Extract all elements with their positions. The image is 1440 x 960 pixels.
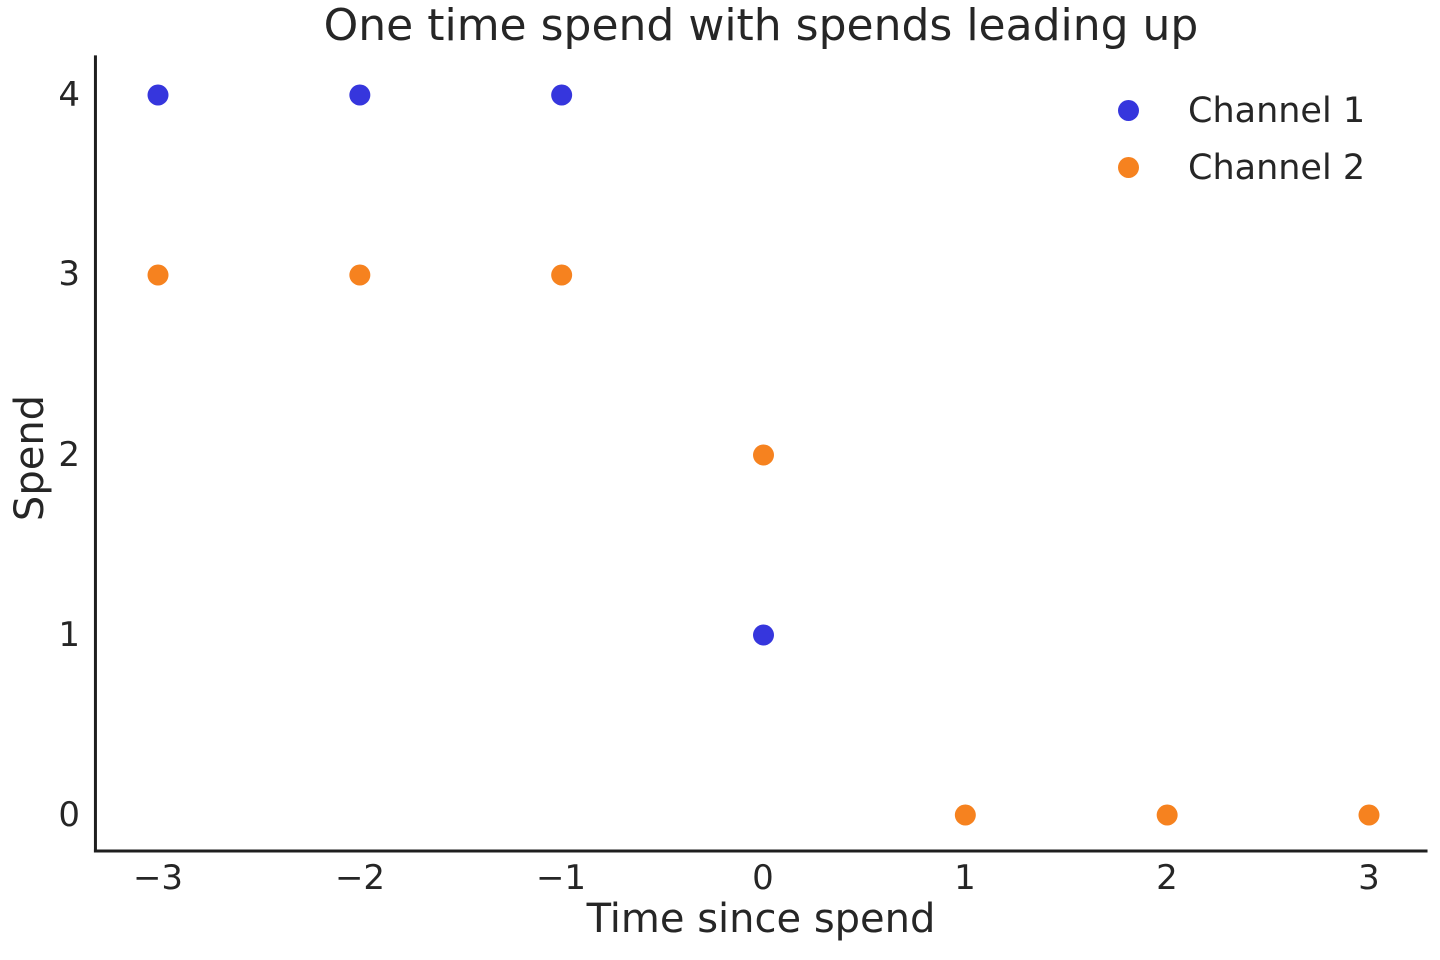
data-point bbox=[954, 804, 976, 826]
x-tick-label: −3 bbox=[132, 858, 184, 898]
legend: Channel 1 Channel 2 bbox=[1118, 82, 1365, 196]
channel-1-marker-icon bbox=[1118, 100, 1139, 121]
data-point bbox=[147, 84, 169, 106]
x-tick-label: 1 bbox=[954, 858, 976, 898]
x-tick-label: −2 bbox=[334, 858, 386, 898]
legend-label: Channel 2 bbox=[1188, 147, 1366, 188]
chart-title: One time spend with spends leading up bbox=[323, 0, 1199, 51]
x-tick-label: 2 bbox=[1156, 858, 1178, 898]
data-point bbox=[1156, 804, 1178, 826]
legend-entry: Channel 1 bbox=[1118, 82, 1365, 139]
data-point bbox=[551, 264, 573, 286]
legend-entry: Channel 2 bbox=[1118, 139, 1365, 196]
data-point bbox=[349, 264, 371, 286]
data-point bbox=[349, 84, 371, 106]
y-tick-label: 3 bbox=[58, 254, 80, 294]
channel-2-marker-icon bbox=[1118, 157, 1139, 178]
data-point bbox=[551, 84, 573, 106]
legend-label: Channel 1 bbox=[1188, 90, 1366, 131]
y-tick-label: 2 bbox=[58, 435, 80, 475]
x-tick-label: 3 bbox=[1358, 858, 1380, 898]
data-point bbox=[753, 444, 774, 466]
y-tick-label: 1 bbox=[58, 615, 80, 655]
data-point bbox=[1358, 804, 1380, 826]
data-point bbox=[753, 624, 774, 646]
x-tick-label: 0 bbox=[752, 858, 774, 898]
x-tick-label: −1 bbox=[535, 858, 587, 898]
y-tick-label: 4 bbox=[58, 75, 80, 115]
y-tick-label: 0 bbox=[58, 795, 80, 835]
data-point bbox=[147, 264, 169, 286]
x-axis-label: Time since spend bbox=[586, 896, 936, 942]
